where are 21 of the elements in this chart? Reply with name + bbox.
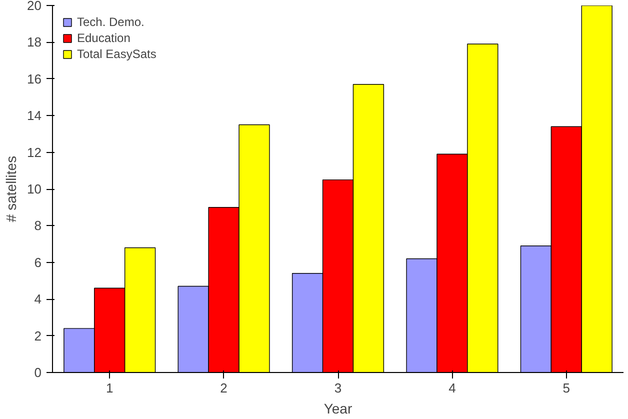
y-tick-label: 0 xyxy=(34,365,42,380)
y-tick-label: 14 xyxy=(27,108,42,124)
legend-label: Education xyxy=(77,31,130,45)
legend-label: Total EasySats xyxy=(77,47,156,61)
x-tick-label: 1 xyxy=(106,380,114,396)
y-tick-label: 8 xyxy=(34,218,42,234)
x-tick-label: 4 xyxy=(448,380,456,396)
legend-label: Tech. Demo. xyxy=(77,15,144,29)
y-tick-label: 4 xyxy=(34,292,42,307)
y-tick-label: 6 xyxy=(34,254,42,270)
y-tick-label: 16 xyxy=(27,71,42,86)
x-axis-title: Year xyxy=(324,400,352,416)
x-tick-label: 5 xyxy=(562,380,570,396)
x-tick-label: 3 xyxy=(334,380,342,396)
y-tick-label: 12 xyxy=(27,144,42,160)
y-tick-label: 2 xyxy=(34,328,42,344)
y-tick-label: 10 xyxy=(27,182,42,196)
x-tick-label: 2 xyxy=(220,380,228,396)
y-tick-label: 20 xyxy=(27,0,42,13)
y-axis-title: # satellites xyxy=(3,156,20,222)
y-tick-label: 18 xyxy=(27,34,42,50)
